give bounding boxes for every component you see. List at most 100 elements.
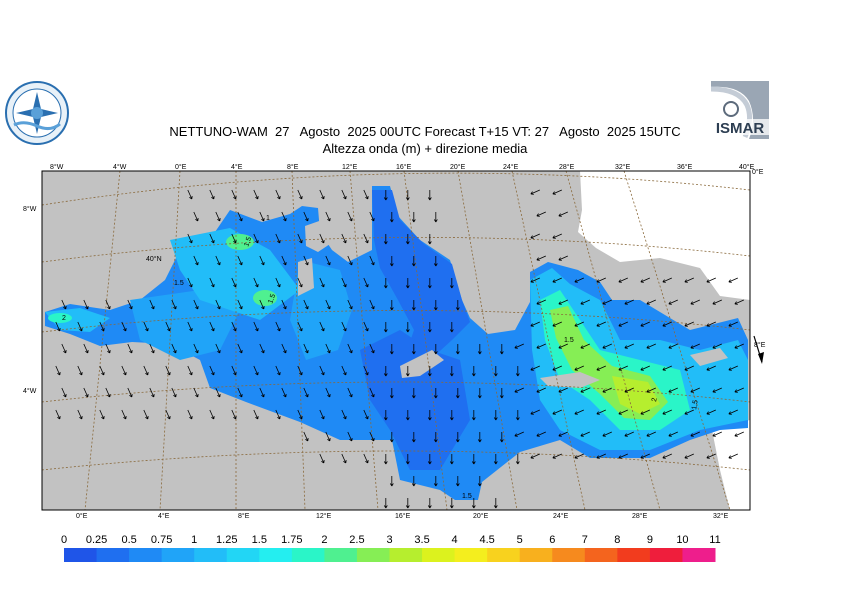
direction-arrow [493, 366, 498, 377]
direction-arrow [684, 453, 694, 459]
tick-label: 16°E [396, 163, 412, 171]
direction-arrow [640, 409, 650, 415]
direction-arrow [187, 321, 193, 332]
colorbar-swatch [259, 548, 293, 562]
direction-arrow [530, 277, 540, 283]
direction-arrow [319, 321, 325, 332]
direction-arrow [259, 387, 265, 398]
direction-arrow [303, 211, 309, 222]
direction-arrow [433, 300, 438, 311]
direction-arrow [237, 211, 243, 222]
direction-arrow [580, 431, 590, 437]
direction-arrow [253, 409, 259, 420]
direction-arrow [624, 387, 634, 393]
colorbar-swatch [129, 548, 163, 562]
boundary-arrowhead [758, 352, 764, 364]
sea-field [45, 186, 748, 500]
direction-arrow [530, 409, 540, 415]
direction-arrow [427, 234, 432, 245]
direction-arrow [55, 321, 61, 332]
direction-arrow [662, 321, 672, 327]
tick-label: 4°E [231, 163, 243, 171]
direction-arrow [515, 454, 520, 465]
direction-arrow [684, 277, 694, 283]
direction-arrow [325, 211, 331, 222]
colorbar-label: 4 [451, 534, 458, 546]
direction-arrow [193, 299, 199, 310]
direction-arrow [253, 233, 259, 244]
direction-arrow [618, 277, 628, 283]
direction-arrow [646, 431, 656, 437]
direction-arrow [668, 431, 678, 437]
direction-arrow [275, 277, 281, 288]
tick-label: 28°E [559, 163, 575, 171]
tick-label: 8°W [23, 205, 37, 213]
direction-arrow [143, 409, 149, 420]
red-sea-area [712, 420, 750, 510]
direction-arrow [734, 387, 744, 393]
direction-arrow [347, 343, 353, 354]
direction-arrow [127, 387, 133, 398]
direction-arrow [297, 365, 303, 376]
tick-label: 20°E [450, 163, 466, 171]
tick-label: 8°E [238, 512, 250, 520]
contour-label: 1.5 [462, 493, 472, 500]
direction-arrow [433, 432, 438, 443]
direction-arrow [231, 189, 237, 200]
contour-label: 2 [651, 397, 659, 402]
direction-arrow [363, 233, 369, 244]
tick-label: 24°E [553, 512, 569, 520]
direction-arrow [149, 387, 155, 398]
direction-arrow [389, 388, 394, 399]
direction-arrow [363, 453, 369, 464]
direction-arrow [728, 321, 738, 327]
direction-arrow [558, 343, 568, 349]
direction-arrow [99, 321, 105, 332]
direction-arrow [558, 299, 568, 305]
direction-arrow [369, 299, 375, 310]
tick-label: 8°E [287, 163, 299, 171]
direction-arrow [121, 321, 127, 332]
direction-arrow [662, 409, 672, 415]
tick-label: 8°W [50, 163, 64, 171]
direction-arrow [341, 277, 347, 288]
direction-arrow [574, 453, 584, 459]
direction-arrow [427, 366, 432, 377]
direction-arrow [728, 409, 738, 415]
direction-arrow [624, 299, 634, 305]
direction-arrow [105, 299, 111, 310]
direction-arrow [55, 409, 61, 420]
contour-labels: 1.5 1.5 1.5 1.5 2 1.5 1.5 1 2 [62, 215, 700, 500]
direction-arrow [341, 365, 347, 376]
colorbar-label: 2 [321, 534, 328, 546]
direction-arrow [515, 366, 520, 377]
wave-direction-arrows [55, 189, 744, 509]
direction-arrow [297, 277, 303, 288]
direction-arrow [530, 189, 540, 195]
tick-label: 12°E [342, 163, 358, 171]
direction-arrow [602, 343, 612, 349]
direction-arrow [281, 255, 287, 266]
direction-arrow [477, 388, 482, 399]
colorbar-swatch [226, 548, 260, 562]
direction-arrow [209, 189, 215, 200]
direction-arrow [383, 410, 388, 421]
direction-arrow [253, 189, 259, 200]
direction-arrow [580, 299, 590, 305]
direction-arrow [662, 365, 672, 371]
direction-arrow [712, 387, 722, 393]
direction-arrow [411, 256, 416, 267]
direction-arrow [347, 255, 353, 266]
direction-arrow [363, 321, 369, 332]
direction-arrow [319, 453, 325, 464]
colorbar-label: 1.25 [216, 534, 238, 546]
direction-arrow [171, 387, 177, 398]
direction-arrow [602, 431, 612, 437]
direction-arrow [325, 255, 331, 266]
direction-arrow [552, 277, 562, 283]
direction-arrow [231, 233, 237, 244]
direction-arrow [728, 453, 738, 459]
direction-arrow [706, 365, 716, 371]
direction-arrow [187, 409, 193, 420]
